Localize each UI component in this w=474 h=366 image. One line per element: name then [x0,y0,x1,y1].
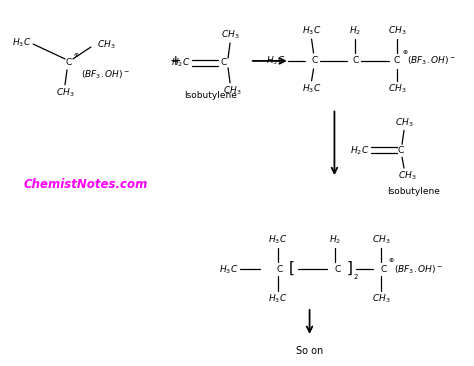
Text: $H_3C$: $H_3C$ [266,55,286,67]
Text: $H_2$: $H_2$ [349,25,361,37]
Text: ChemistNotes.com: ChemistNotes.com [24,179,148,191]
Text: $CH_3$: $CH_3$ [223,85,241,97]
Text: $H_3C$: $H_3C$ [302,25,321,37]
Text: $H_2$: $H_2$ [329,233,341,246]
Text: $H_3C$: $H_3C$ [12,37,31,49]
Text: $\oplus$: $\oplus$ [401,48,408,56]
Text: C: C [398,146,404,155]
Text: $CH_3$: $CH_3$ [372,293,391,305]
Text: C: C [394,56,400,66]
Text: $H_2C$: $H_2C$ [171,57,190,69]
Text: $CH_3$: $CH_3$ [388,25,406,37]
Text: +: + [170,54,181,68]
Text: $H_3C$: $H_3C$ [219,263,238,276]
Text: $CH_3$: $CH_3$ [372,233,391,246]
Text: [: [ [289,261,295,276]
Text: $CH_3$: $CH_3$ [221,29,239,41]
Text: $H_2C$: $H_2C$ [350,144,369,157]
Text: C: C [221,59,227,67]
Text: $H_3C$: $H_3C$ [268,293,287,305]
Text: $CH_3$: $CH_3$ [97,39,115,51]
Text: So on: So on [296,346,323,356]
Text: ]: ] [346,261,352,276]
Text: $(BF_3.OH)^-$: $(BF_3.OH)^-$ [81,68,130,81]
Text: $H_3C$: $H_3C$ [268,233,287,246]
Text: $CH_3$: $CH_3$ [388,82,406,95]
Text: C: C [311,56,318,66]
Text: Isobutylene: Isobutylene [388,187,440,197]
Text: Isobutylene: Isobutylene [184,91,237,100]
Text: $CH_3$: $CH_3$ [56,86,74,99]
Text: $H_3C$: $H_3C$ [302,82,321,95]
Text: 2: 2 [353,274,357,280]
Text: $CH_3$: $CH_3$ [395,116,413,129]
Text: $(BF_3.OH)^-$: $(BF_3.OH)^-$ [394,263,443,276]
Text: C: C [66,59,72,67]
Text: C: C [334,265,340,274]
Text: $(BF_3.OH)^-$: $(BF_3.OH)^-$ [407,55,456,67]
Text: C: C [352,56,358,66]
Text: C: C [380,265,386,274]
Text: $\oplus$: $\oplus$ [73,51,79,59]
Text: $CH_3$: $CH_3$ [398,170,416,182]
Text: $\oplus$: $\oplus$ [388,257,394,264]
Text: C: C [277,265,283,274]
